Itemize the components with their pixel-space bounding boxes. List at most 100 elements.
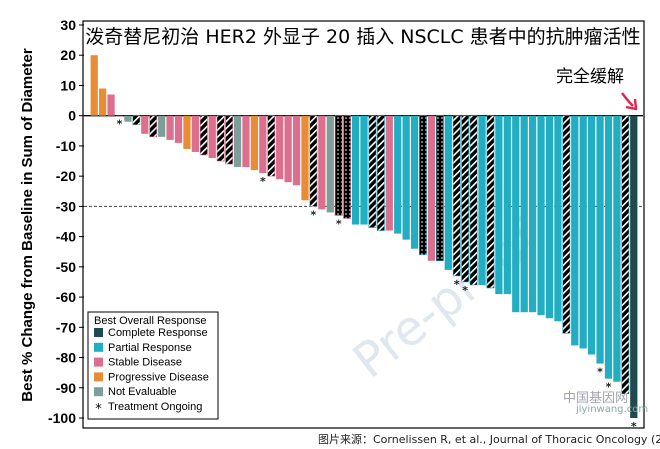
bar xyxy=(503,115,511,295)
bar xyxy=(596,115,604,364)
watermark-domain: jiyinwang.com xyxy=(575,404,648,415)
bar xyxy=(301,115,309,201)
bar xyxy=(520,115,528,313)
bar xyxy=(376,115,385,231)
bar xyxy=(444,115,452,270)
treatment-ongoing-mark: * xyxy=(462,284,468,297)
bar xyxy=(267,115,276,177)
legend-label: Progressive Disease xyxy=(108,371,209,383)
bar xyxy=(115,115,124,117)
bar xyxy=(141,115,149,134)
legend-label: Complete Response xyxy=(108,327,208,339)
legend-symbol: * xyxy=(95,402,102,417)
bar xyxy=(250,115,259,171)
y-tick-label: -20 xyxy=(56,168,76,184)
y-tick-label: -100 xyxy=(48,410,76,426)
y-tick-label: -50 xyxy=(56,259,76,275)
bar xyxy=(469,115,478,286)
bar xyxy=(512,115,520,313)
y-tick-label: 30 xyxy=(60,17,76,33)
bar xyxy=(132,115,141,126)
bar xyxy=(427,115,436,261)
bar xyxy=(495,115,503,295)
bar xyxy=(124,115,132,122)
legend-label: Stable Disease xyxy=(108,357,182,369)
bar xyxy=(90,55,98,116)
bar xyxy=(174,115,183,143)
bar xyxy=(191,115,200,152)
bar xyxy=(360,115,368,225)
y-tick-label: -30 xyxy=(56,198,76,214)
bar xyxy=(292,115,301,186)
legend-title: Best Overall Response xyxy=(94,315,207,327)
bar xyxy=(402,115,410,240)
treatment-ongoing-mark: * xyxy=(606,381,612,394)
bar xyxy=(183,115,191,149)
legend-label: Not Evaluable xyxy=(108,386,177,398)
bar xyxy=(351,115,360,225)
bar xyxy=(571,115,579,346)
bar xyxy=(562,115,571,334)
treatment-ongoing-mark: * xyxy=(454,278,460,291)
chart-title: 泼奇替尼初治 HER2 外显子 20 插入 NSCLC 患者中的抗肿瘤活性 xyxy=(85,26,640,48)
bar xyxy=(385,115,393,231)
bar xyxy=(621,115,630,395)
bar xyxy=(545,115,554,319)
bar xyxy=(233,115,242,168)
bar xyxy=(334,115,343,216)
bar xyxy=(419,115,427,256)
bar xyxy=(435,115,444,262)
bar xyxy=(259,115,267,174)
legend-swatch xyxy=(94,342,103,352)
bar xyxy=(309,115,318,207)
image-credit: 图片来源：Cornelissen R, et al., Journal of T… xyxy=(318,433,660,446)
legend-swatch xyxy=(94,328,103,337)
bar xyxy=(613,115,621,382)
bar xyxy=(486,115,495,289)
complete-response-annotation: 完全缓解 xyxy=(556,67,624,87)
bar xyxy=(537,115,545,316)
bar xyxy=(461,115,470,283)
legend-box xyxy=(87,311,219,420)
y-tick-label: 0 xyxy=(68,108,76,124)
bar xyxy=(343,115,352,219)
treatment-ongoing-mark: * xyxy=(631,420,637,433)
bar xyxy=(528,115,537,313)
y-tick-label: -80 xyxy=(56,350,76,366)
bar xyxy=(199,115,208,156)
bar xyxy=(149,115,158,138)
bar xyxy=(242,115,250,168)
bars-group xyxy=(90,55,638,418)
red-arrow-icon xyxy=(621,92,638,111)
bar xyxy=(410,115,419,249)
bar xyxy=(588,115,596,355)
bar xyxy=(318,115,326,210)
legend-swatch xyxy=(94,372,103,382)
plot-frame xyxy=(82,20,645,429)
bar xyxy=(604,115,613,379)
y-tick-label: -60 xyxy=(56,289,76,305)
bar xyxy=(579,115,587,349)
bar xyxy=(225,115,234,165)
legend-label: Partial Response xyxy=(108,342,192,354)
treatment-ongoing-mark: * xyxy=(117,118,123,131)
legend-label: Treatment Ongoing xyxy=(108,401,202,413)
bar xyxy=(630,115,638,418)
bar xyxy=(478,115,486,285)
y-tick-label: 10 xyxy=(60,77,76,93)
legend: Best Overall Response Complete Response P… xyxy=(87,311,219,420)
treatment-ongoing-mark: * xyxy=(260,175,266,188)
treatment-ongoing-marks: ***** **** xyxy=(117,118,637,433)
bar xyxy=(394,115,402,234)
treatment-ongoing-mark: * xyxy=(311,208,317,221)
bar xyxy=(208,115,216,159)
legend-swatch xyxy=(94,357,103,367)
bar xyxy=(166,115,174,140)
bar xyxy=(368,115,377,228)
legend-swatch xyxy=(94,387,103,397)
y-tick-label: -70 xyxy=(56,319,76,335)
y-tick-label: 20 xyxy=(60,47,76,63)
y-axis-label: Best % Change from Baseline in Sum of Di… xyxy=(19,48,36,402)
bar xyxy=(99,88,107,116)
